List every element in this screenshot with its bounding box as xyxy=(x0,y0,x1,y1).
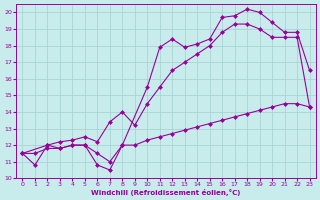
X-axis label: Windchill (Refroidissement éolien,°C): Windchill (Refroidissement éolien,°C) xyxy=(91,189,241,196)
